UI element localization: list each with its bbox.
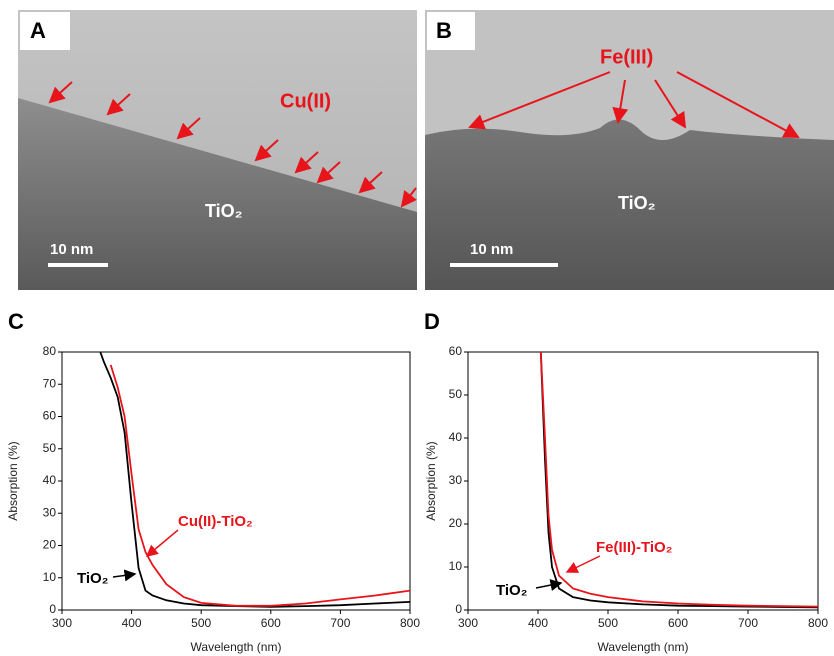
- figure: A Cu(II) TiO₂ 10 nm B Fe(III) TiO₂ 10 nm…: [0, 0, 834, 656]
- series-line: [111, 365, 410, 606]
- x-tick-label: 700: [738, 616, 758, 630]
- image-a: A Cu(II) TiO₂ 10 nm: [18, 10, 417, 290]
- x-tick-label: 600: [668, 616, 688, 630]
- x-tick-label: 600: [261, 616, 281, 630]
- x-axis-label: Wavelength (nm): [191, 640, 282, 654]
- image-label: TiO₂: [205, 201, 243, 221]
- y-tick-label: 10: [43, 570, 57, 584]
- panel-label: B: [436, 18, 452, 43]
- x-tick-label: 500: [191, 616, 211, 630]
- scale-bar-label: 10 nm: [50, 241, 93, 258]
- chart: C 0 10 20 30 40 50 60 70 80 300 400 500 600 700 800 Wave…: [6, 309, 420, 654]
- y-tick-label: 30: [449, 473, 463, 487]
- y-tick-label: 50: [449, 387, 463, 401]
- x-axis-label: Wavelength (nm): [598, 640, 689, 654]
- series-label: TiO₂: [496, 582, 527, 599]
- y-tick-label: 60: [43, 409, 57, 423]
- series-line: [541, 352, 818, 607]
- scale-bar-label: 10 nm: [470, 241, 513, 258]
- x-tick-label: 800: [808, 616, 828, 630]
- y-tick-label: 0: [455, 602, 462, 616]
- panel-label: D: [424, 309, 440, 334]
- y-tick-label: 0: [49, 602, 56, 616]
- image-label: TiO₂: [618, 193, 656, 213]
- y-tick-label: 30: [43, 505, 57, 519]
- y-tick-label: 70: [43, 376, 57, 390]
- chart: D 0 10 20 30 40 50 60 300 400 500 600 700 800 Waveleng…: [424, 309, 828, 654]
- x-tick-label: 400: [122, 616, 142, 630]
- x-tick-label: 700: [330, 616, 350, 630]
- series-line: [100, 352, 410, 607]
- series-label: TiO₂: [77, 570, 108, 587]
- y-axis-label: Absorption (%): [6, 441, 20, 520]
- x-tick-label: 500: [598, 616, 618, 630]
- series-label: Cu(II)-TiO₂: [178, 513, 253, 530]
- y-tick-label: 20: [43, 538, 57, 552]
- y-tick-label: 10: [449, 559, 463, 573]
- y-tick-label: 20: [449, 516, 463, 530]
- x-tick-label: 300: [52, 616, 72, 630]
- y-axis-label: Absorption (%): [424, 441, 438, 520]
- panel-label: C: [8, 309, 24, 334]
- x-tick-label: 400: [528, 616, 548, 630]
- image-label: Cu(II): [280, 90, 331, 112]
- x-tick-label: 800: [400, 616, 420, 630]
- plot-frame: [62, 352, 410, 610]
- annotation-arrow: [147, 530, 178, 556]
- series-label: Fe(III)-TiO₂: [596, 539, 672, 556]
- plot-frame: [468, 352, 818, 610]
- annotation-arrow: [567, 556, 600, 572]
- y-tick-label: 60: [449, 344, 463, 358]
- panel-label: A: [30, 18, 46, 43]
- page: {"images": [ {"panel": "A", "labels": ["…: [0, 0, 834, 656]
- y-tick-label: 40: [43, 473, 57, 487]
- series-line: [541, 352, 818, 607]
- y-tick-label: 80: [43, 344, 57, 358]
- x-tick-label: 300: [458, 616, 478, 630]
- y-tick-label: 50: [43, 441, 57, 455]
- image-b: B Fe(III) TiO₂ 10 nm: [425, 10, 834, 290]
- annotation-arrow: [113, 574, 135, 577]
- image-label: Fe(III): [600, 46, 653, 68]
- y-tick-label: 40: [449, 430, 463, 444]
